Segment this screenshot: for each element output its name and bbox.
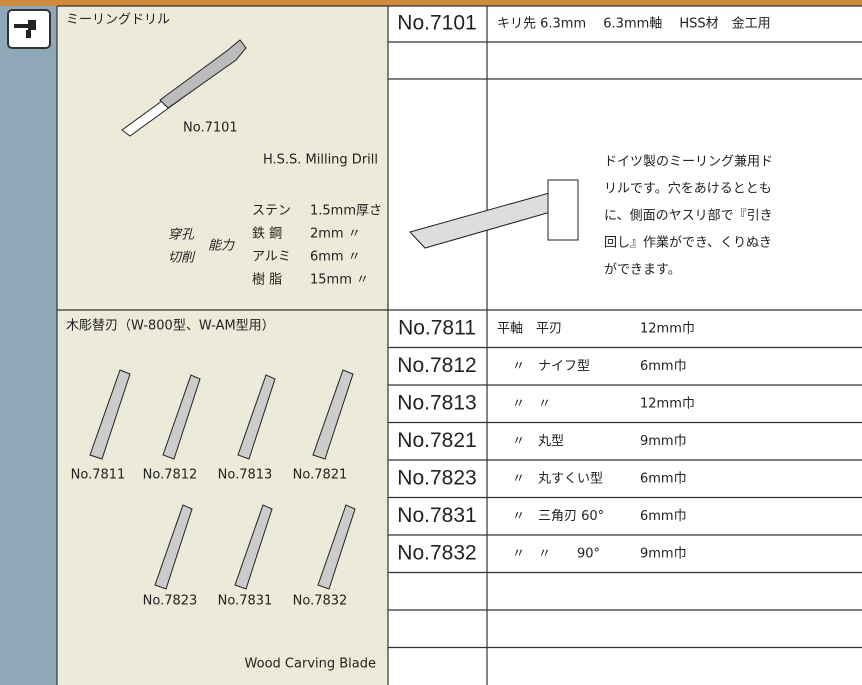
product-desc: 丸すくい型 (538, 472, 603, 487)
product-number: No.7812 (397, 354, 476, 377)
product-number: No.7823 (397, 467, 476, 490)
image-label: No.7821 (293, 468, 348, 483)
product-desc: 12mm巾 (640, 322, 695, 337)
material-amount: 6mm 〃 (310, 250, 361, 265)
capacity-label: 能力 (208, 239, 235, 254)
product-number: No.7101 (397, 12, 476, 35)
image-label: No.7812 (143, 468, 198, 483)
drill-photo (409, 179, 579, 249)
description-line: 回し』作業ができ、くりぬき (604, 235, 772, 251)
english-name: H.S.S. Milling Drill (263, 153, 378, 168)
section-title: 木彫替刃（W-800型、W-AM型用） (66, 319, 275, 334)
product-desc: 〃 (538, 397, 551, 412)
material: ステン (252, 204, 291, 219)
material-amount: 15mm 〃 (310, 273, 369, 288)
product-desc: 9mm巾 (640, 434, 687, 449)
product-number: No.7832 (397, 542, 476, 565)
product-desc: 平軸 平刃 (497, 322, 562, 337)
product-desc: 9mm巾 (640, 547, 687, 562)
product-desc: 〃 (512, 509, 525, 524)
product-desc: 〃 (512, 472, 525, 487)
product-desc: 6mm巾 (640, 472, 687, 487)
product-desc: 丸型 (538, 434, 564, 449)
description-line: ドイツ製のミーリング兼用ド (604, 155, 773, 170)
product-desc: 〃 (512, 397, 525, 412)
image-label: No.7811 (71, 468, 126, 483)
product-desc: 三角刃 60° (538, 509, 604, 524)
blade-illustrations (89, 369, 356, 590)
side-strip (0, 6, 57, 685)
material: 鉄 鋼 (252, 227, 282, 242)
material: アルミ (252, 250, 291, 265)
section2-panel (57, 310, 388, 685)
product-desc: 〃 (512, 434, 525, 449)
product-desc: キリ先 6.3mm 6.3mm軸 HSS材 金工用 (497, 16, 771, 32)
section-title: ミーリングドリル (66, 13, 170, 28)
image-label: No.7823 (143, 594, 198, 609)
material-amount: 2mm 〃 (310, 227, 361, 242)
product-desc: 6mm巾 (640, 509, 687, 524)
product-desc: 12mm巾 (640, 397, 695, 412)
image-label: No.7831 (218, 594, 273, 609)
capacity-label: 穿孔 (168, 228, 195, 243)
product-desc: 〃 (512, 547, 525, 562)
product-number: No.7813 (397, 392, 476, 415)
image-label: No.7101 (183, 121, 238, 136)
drill-illustration (121, 39, 247, 137)
material-amount: 1.5mm厚さ (310, 204, 382, 219)
product-number: No.7831 (397, 504, 476, 527)
material: 樹 脂 (252, 273, 282, 288)
drill-icon-shape (14, 20, 36, 38)
table-lines (56, 5, 862, 685)
description-line: に、側面のヤスリ部で『引き (604, 209, 773, 224)
english-name: Wood Carving Blade (245, 657, 376, 672)
image-label: No.7832 (293, 594, 348, 609)
product-desc: 〃 (512, 359, 525, 374)
product-desc: ナイフ型 (538, 359, 590, 374)
description-line: ができます。 (604, 263, 681, 278)
product-desc: 〃 90° (538, 547, 600, 562)
product-number: No.7821 (397, 429, 476, 452)
description-line: リルです。穴をあけるととも (604, 182, 772, 197)
image-label: No.7813 (218, 468, 273, 483)
top-band (0, 0, 862, 6)
product-number: No.7811 (398, 317, 476, 340)
product-desc: 6mm巾 (640, 359, 687, 374)
capacity-label: 切削 (168, 251, 196, 266)
